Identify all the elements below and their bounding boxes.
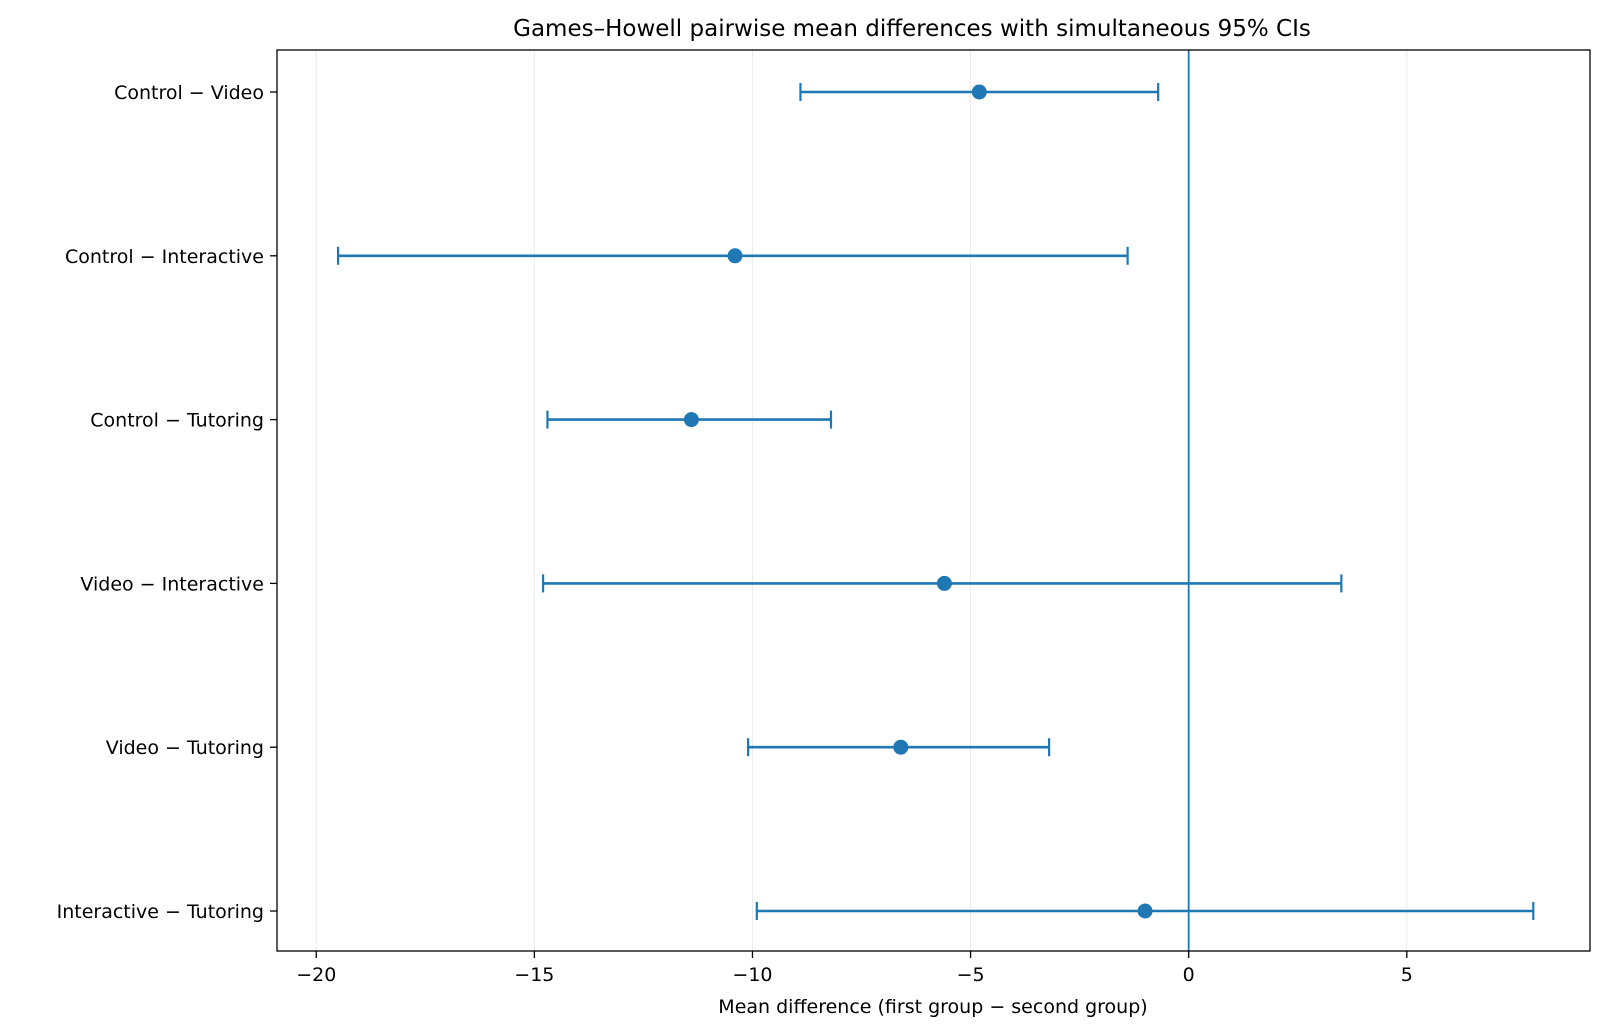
estimate-point [936,575,952,591]
x-tick-label: −20 [296,964,336,986]
y-tick-label: Interactive − Tutoring [57,901,264,923]
x-tick-label: 0 [1183,964,1195,986]
x-tick-label: 5 [1401,964,1413,986]
estimate-point [727,248,743,264]
grid-lines [315,50,1408,951]
estimate-point [971,84,987,100]
estimate-point [1137,903,1153,919]
chart-title: Games–Howell pairwise mean differences w… [513,16,1311,42]
y-tick-label: Video − Interactive [80,573,264,595]
x-tick-label: −5 [957,964,985,986]
y-tick-label: Control − Tutoring [90,410,264,432]
x-axis-label: Mean difference (first group − second gr… [718,996,1147,1018]
y-axis-ticks: Control − Video Control − Interactive Cont… [57,82,277,923]
y-tick-label: Control − Video [114,82,264,104]
x-axis-ticks: −20 −15 −10 −5 0 5 [296,951,1413,986]
interval-marks [336,83,1535,920]
y-tick-label: Video − Tutoring [106,737,264,759]
estimate-point [683,412,699,428]
x-tick-label: −15 [514,964,554,986]
y-tick-label: Control − Interactive [65,246,264,268]
estimate-point [893,739,909,755]
plot-frame [276,49,1591,952]
x-tick-label: −10 [732,964,772,986]
